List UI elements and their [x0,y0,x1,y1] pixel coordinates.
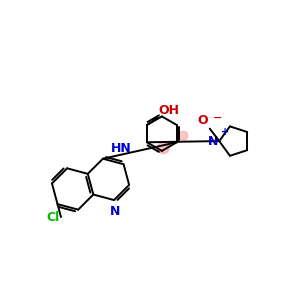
Ellipse shape [179,131,188,140]
Text: +: + [221,127,229,137]
Text: N: N [207,135,218,148]
Text: −: − [213,113,223,123]
Text: O: O [198,114,208,127]
Ellipse shape [158,142,169,154]
Text: HN: HN [111,142,131,154]
Text: N: N [110,206,120,218]
Text: Cl: Cl [46,211,59,224]
Text: OH: OH [158,104,179,117]
